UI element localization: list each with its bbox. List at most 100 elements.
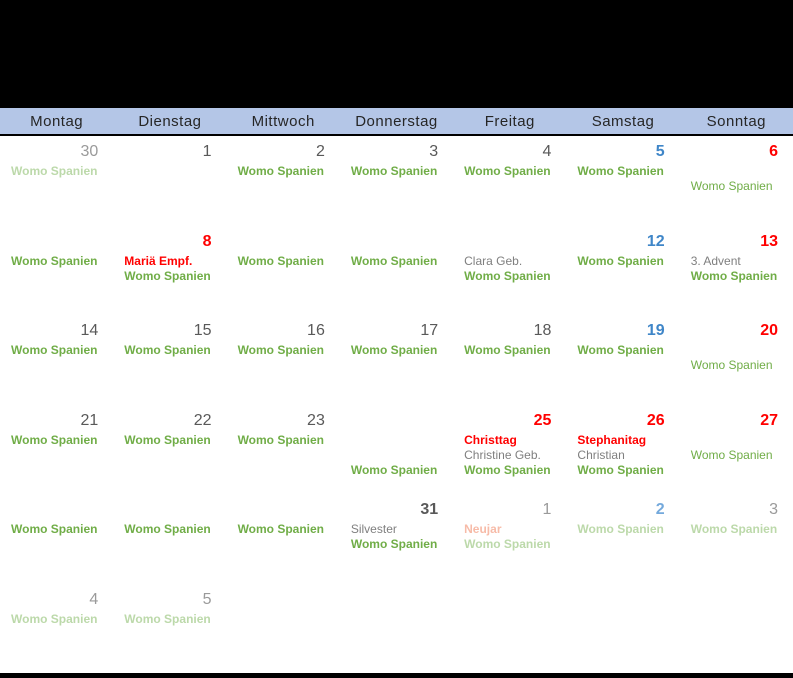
day-cell[interactable]: 2 Womo Spanien [227, 136, 340, 226]
day-cell[interactable]: 1 [113, 136, 226, 226]
day-cell[interactable]: 27 Womo Spanien [680, 405, 793, 495]
day-cell[interactable]: 16 Womo Spanien [227, 315, 340, 405]
day-cell[interactable]: Clara Geb. Womo Spanien [453, 226, 566, 316]
event-label[interactable]: Womo Spanien [124, 432, 211, 447]
event-label[interactable]: Womo Spanien [124, 268, 211, 283]
event-label[interactable]: Womo Spanien [690, 522, 778, 536]
event-label[interactable]: Womo Spanien [690, 179, 773, 193]
day-cell[interactable]: Womo Spanien [227, 494, 340, 584]
day-number: 3 [769, 501, 778, 518]
event-label[interactable]: Womo Spanien [350, 164, 438, 178]
day-cell[interactable] [227, 584, 340, 674]
day-cell[interactable]: 8 Mariä Empf. Womo Spanien [113, 226, 226, 316]
event-label[interactable]: Womo Spanien [237, 164, 325, 178]
event-label[interactable]: Womo Spanien [577, 343, 664, 357]
day-cell[interactable]: 23 Womo Spanien [227, 405, 340, 495]
weekday-label-mittwoch: Mittwoch [251, 112, 315, 130]
day-number: 5 [202, 590, 212, 608]
day-cell[interactable]: 30 Womo Spanien [0, 136, 113, 226]
event-label[interactable]: Stephanitag [577, 432, 647, 447]
day-cell[interactable] [340, 584, 453, 674]
event-label[interactable]: Womo Spanien [124, 611, 211, 626]
event-label[interactable]: Womo Spanien [124, 522, 211, 536]
day-number: 20 [760, 322, 778, 339]
event-label[interactable]: Clara Geb. [464, 253, 523, 268]
day-cell[interactable]: 2 Womo Spanien [566, 494, 679, 584]
event-label[interactable]: Womo Spanien [464, 164, 551, 178]
event-label[interactable]: Womo Spanien [464, 343, 551, 357]
day-cell[interactable]: 1 Neujar Womo Spanien [453, 494, 566, 584]
day-cell[interactable]: 20 Womo Spanien [680, 315, 793, 405]
event-label[interactable]: Womo Spanien [577, 164, 664, 178]
day-cell[interactable]: 4 Womo Spanien [0, 584, 113, 674]
event-label[interactable]: Christine Geb. [464, 447, 541, 462]
event-label[interactable]: Womo Spanien [690, 447, 773, 462]
event-label[interactable]: Womo Spanien [690, 268, 778, 283]
event-label[interactable]: Womo Spanien [11, 164, 98, 178]
day-number: 12 [646, 232, 665, 250]
event-label[interactable]: Silvester [350, 522, 397, 536]
event-label[interactable]: Womo Spanien [350, 537, 438, 551]
day-number: 13 [760, 232, 778, 250]
day-cell[interactable]: 25 Christtag Christine Geb. Womo Spanien [453, 405, 566, 495]
event-label[interactable]: Womo Spanien [237, 432, 325, 447]
day-cell[interactable]: 19 Womo Spanien [566, 315, 679, 405]
event-label[interactable]: Womo Spanien [577, 253, 664, 268]
event-label[interactable]: Womo Spanien [237, 522, 325, 536]
event-label[interactable]: Womo Spanien [11, 611, 98, 626]
day-cell[interactable]: 22 Womo Spanien [113, 405, 226, 495]
day-cell[interactable]: 13 3. Advent Womo Spanien [680, 226, 793, 316]
day-cell[interactable]: 18 Womo Spanien [453, 315, 566, 405]
event-label[interactable]: Christtag [464, 432, 517, 447]
day-cell[interactable]: 12 Womo Spanien [566, 226, 679, 316]
day-cell[interactable] [680, 584, 793, 674]
event-label[interactable]: Womo Spanien [237, 253, 325, 268]
day-cell[interactable]: 5 Womo Spanien [566, 136, 679, 226]
day-cell[interactable] [566, 584, 679, 674]
day-cell[interactable] [453, 584, 566, 674]
weekday-label-sonntag: Sonntag [706, 112, 767, 130]
event-label[interactable]: Womo Spanien [577, 462, 664, 477]
day-cell[interactable]: 4 Womo Spanien [453, 136, 566, 226]
day-cell[interactable]: Womo Spanien [0, 226, 113, 316]
day-cell[interactable]: 21 Womo Spanien [0, 405, 113, 495]
day-cell[interactable]: Womo Spanien [113, 494, 226, 584]
day-number: 30 [80, 143, 99, 160]
event-label[interactable]: Womo Spanien [464, 268, 551, 283]
day-cell[interactable]: Womo Spanien [340, 405, 453, 495]
day-cell[interactable]: 6 Womo Spanien [680, 136, 793, 226]
event-label[interactable]: Christian [577, 447, 625, 462]
event-label[interactable]: Womo Spanien [464, 537, 551, 551]
event-label[interactable]: Womo Spanien [11, 432, 98, 447]
event-label[interactable]: Womo Spanien [11, 343, 98, 357]
event-label[interactable]: Womo Spanien [690, 358, 773, 372]
event-label[interactable]: Womo Spanien [350, 343, 438, 357]
day-cell[interactable]: 17 Womo Spanien [340, 315, 453, 405]
event-label[interactable]: Womo Spanien [350, 253, 438, 268]
day-cell[interactable]: 26 Stephanitag Christian Womo Spanien [566, 405, 679, 495]
day-cell[interactable]: Womo Spanien [340, 226, 453, 316]
event-label[interactable]: Womo Spanien [11, 253, 98, 268]
day-number: 26 [646, 411, 665, 429]
event-label[interactable]: Womo Spanien [350, 462, 438, 477]
day-number: 19 [646, 322, 665, 339]
day-number: 8 [202, 232, 212, 250]
event-label[interactable]: Womo Spanien [237, 343, 325, 357]
event-label[interactable]: Womo Spanien [577, 522, 664, 536]
day-cell[interactable]: Womo Spanien [227, 226, 340, 316]
event-label[interactable]: Womo Spanien [464, 462, 551, 477]
day-cell[interactable]: 14 Womo Spanien [0, 315, 113, 405]
day-cell[interactable]: 5 Womo Spanien [113, 584, 226, 674]
day-cell[interactable]: 3 Womo Spanien [340, 136, 453, 226]
event-label[interactable]: Womo Spanien [124, 343, 211, 357]
event-label[interactable]: Womo Spanien [11, 522, 98, 536]
event-label[interactable]: Neujar [464, 522, 502, 536]
day-cell[interactable]: Womo Spanien [0, 494, 113, 584]
day-cell[interactable]: 3 Womo Spanien [680, 494, 793, 584]
day-number: 25 [533, 411, 552, 429]
day-cell[interactable]: 15 Womo Spanien [113, 315, 226, 405]
event-label[interactable]: Mariä Empf. [124, 253, 193, 268]
event-label[interactable]: 3. Advent [690, 253, 741, 268]
day-cell[interactable]: 31 Silvester Womo Spanien [340, 494, 453, 584]
calendar-grid: 30 Womo Spanien 1 2 Womo Spanien 3 Womo Spanie… [0, 136, 793, 673]
